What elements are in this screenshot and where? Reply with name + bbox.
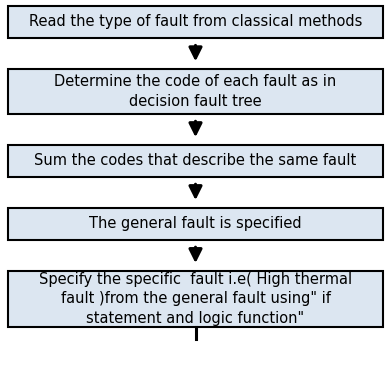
Text: The general fault is specified: The general fault is specified [89,216,302,231]
FancyBboxPatch shape [8,69,383,114]
Text: Determine the code of each fault as in
decision fault tree: Determine the code of each fault as in d… [54,74,337,109]
FancyBboxPatch shape [8,145,383,177]
FancyBboxPatch shape [8,208,383,240]
Text: Sum the codes that describe the same fault: Sum the codes that describe the same fau… [34,153,357,168]
FancyBboxPatch shape [8,271,383,327]
FancyBboxPatch shape [8,6,383,38]
Text: Read the type of fault from classical methods: Read the type of fault from classical me… [29,14,362,29]
Text: Specify the specific  fault i.e( High thermal
fault )from the general fault usin: Specify the specific fault i.e( High the… [39,272,352,326]
